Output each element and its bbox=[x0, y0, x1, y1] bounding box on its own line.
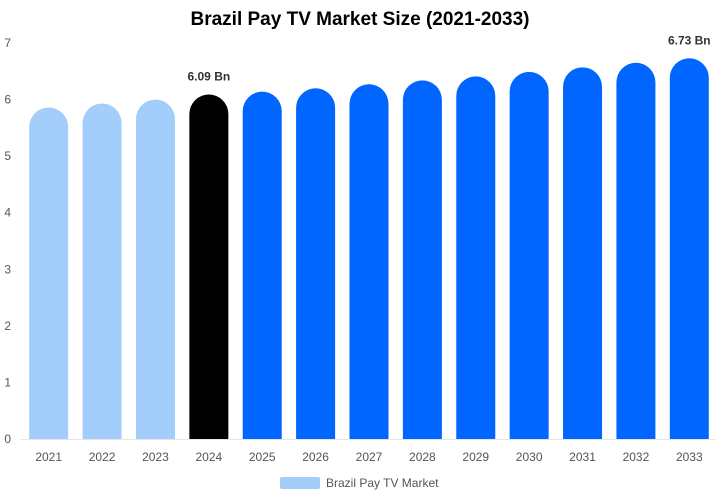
y-tick-label: 4 bbox=[4, 206, 11, 220]
data-labels: 6.09 Bn 6.73 Bn bbox=[188, 33, 711, 83]
x-tick-label: 2033 bbox=[676, 450, 703, 464]
y-tick-label: 0 bbox=[4, 432, 11, 446]
x-tick-label: 2025 bbox=[249, 450, 276, 464]
bar-2022[interactable] bbox=[82, 103, 122, 439]
bar-2025[interactable] bbox=[242, 91, 282, 439]
y-tick-label: 5 bbox=[4, 149, 11, 163]
bars bbox=[29, 58, 709, 440]
x-tick-label: 2022 bbox=[89, 450, 116, 464]
y-tick-label: 2 bbox=[4, 319, 11, 333]
x-tick-label: 2030 bbox=[516, 450, 543, 464]
bar-2031[interactable] bbox=[563, 67, 603, 440]
y-axis: 0 1 2 3 4 5 6 7 bbox=[4, 36, 11, 446]
legend-label[interactable]: Brazil Pay TV Market bbox=[326, 476, 439, 490]
data-label-2024: 6.09 Bn bbox=[188, 69, 231, 83]
bar-2029[interactable] bbox=[456, 76, 496, 440]
y-tick-label: 7 bbox=[4, 36, 11, 50]
bar-2028[interactable] bbox=[402, 80, 442, 439]
x-tick-label: 2021 bbox=[35, 450, 62, 464]
bar-2024[interactable] bbox=[189, 94, 229, 439]
legend-swatch[interactable] bbox=[280, 477, 320, 489]
x-tick-label: 2024 bbox=[195, 450, 222, 464]
bar-2026[interactable] bbox=[296, 88, 336, 439]
x-tick-label: 2023 bbox=[142, 450, 169, 464]
y-tick-label: 3 bbox=[4, 262, 11, 276]
bar-2023[interactable] bbox=[135, 99, 175, 440]
x-tick-label: 2031 bbox=[569, 450, 596, 464]
x-axis: 2021 2022 2023 2024 2025 2026 2027 2028 2029 2030… bbox=[20, 439, 716, 464]
bar-2033[interactable] bbox=[669, 58, 709, 439]
bar-2021[interactable] bbox=[29, 107, 69, 440]
x-tick-label: 2032 bbox=[623, 450, 650, 464]
y-tick-label: 1 bbox=[4, 375, 11, 389]
x-tick-label: 2028 bbox=[409, 450, 436, 464]
bar-2027[interactable] bbox=[349, 84, 389, 439]
x-tick-label: 2029 bbox=[462, 450, 489, 464]
bar-2032[interactable] bbox=[616, 62, 656, 440]
legend[interactable]: Brazil Pay TV Market bbox=[280, 476, 439, 490]
x-tick-label: 2026 bbox=[302, 450, 329, 464]
bar-2030[interactable] bbox=[509, 71, 549, 439]
y-tick-label: 6 bbox=[4, 93, 11, 107]
data-label-2033: 6.73 Bn bbox=[668, 33, 711, 47]
x-tick-label: 2027 bbox=[356, 450, 383, 464]
chart-title: Brazil Pay TV Market Size (2021-2033) bbox=[190, 9, 530, 30]
